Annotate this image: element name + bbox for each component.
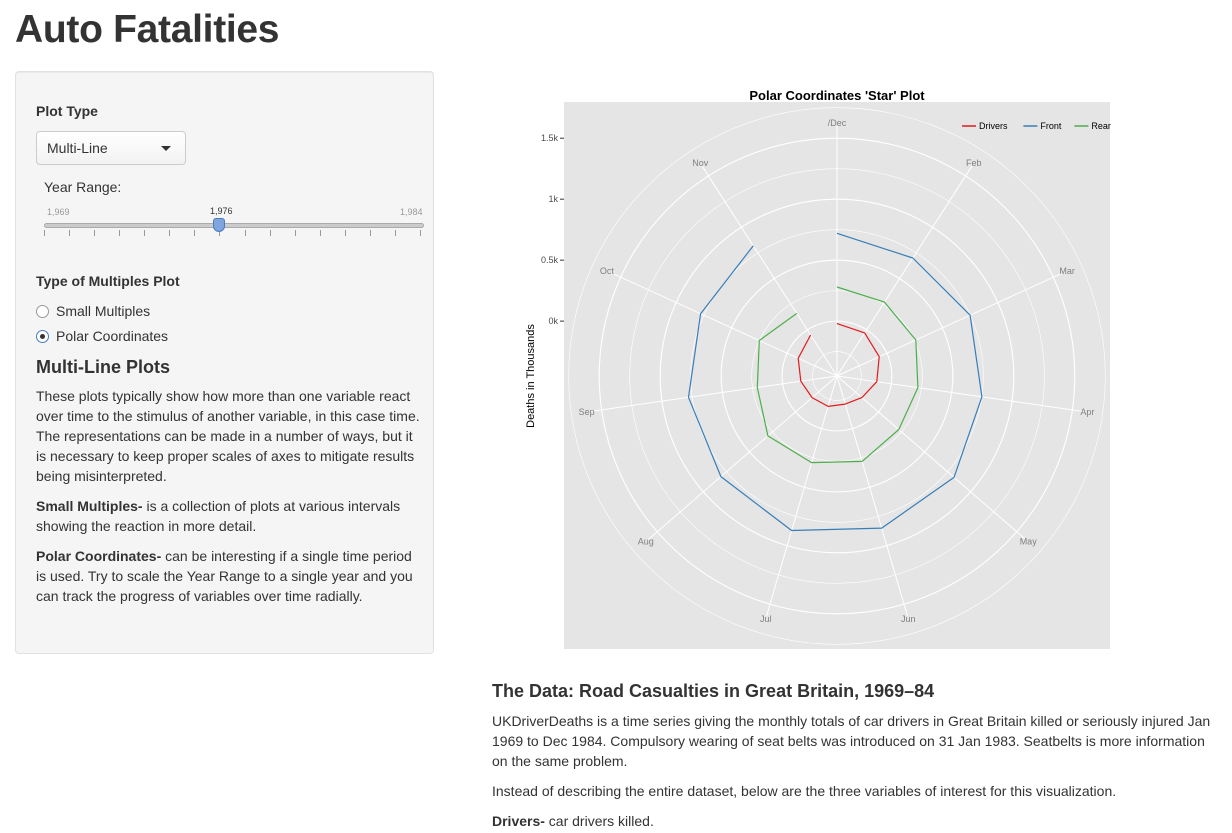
slider-tick <box>44 230 45 236</box>
slider-tick <box>94 230 96 236</box>
term-label: Drivers- <box>492 813 545 829</box>
y-tick-label: 0k <box>548 316 558 326</box>
y-ticks: 0k 0.5k 1k 1.5k <box>541 133 564 326</box>
y-tick-label: 1k <box>548 194 558 204</box>
category-label: Oct <box>600 266 615 276</box>
slider-tick <box>69 230 71 236</box>
legend: Drivers Front Rear <box>962 121 1111 131</box>
radio-label: Polar Coordinates <box>56 328 169 344</box>
category-label: Jul <box>760 614 772 624</box>
polar-coordinates-paragraph: Polar Coordinates- can be interesting if… <box>36 546 421 606</box>
chart-svg: Polar Coordinates 'Star' Plot Deaths in … <box>525 88 1111 649</box>
plot-type-label: Plot Type <box>36 103 98 119</box>
data-paragraph: UKDriverDeaths is a time series giving t… <box>492 713 1211 769</box>
radio-polar-coordinates[interactable]: Polar Coordinates <box>36 328 168 344</box>
grid-spoke <box>609 271 838 377</box>
slider-tick <box>369 230 371 236</box>
polar-star-chart: Polar Coordinates 'Star' Plot Deaths in … <box>520 80 1120 652</box>
category-label: Aug <box>638 537 654 547</box>
slider-tick <box>244 230 246 236</box>
small-multiples-paragraph: Small Multiples- is a collection of plot… <box>36 496 421 536</box>
legend-label: Rear <box>1091 121 1111 131</box>
term-description: can be interesting if a single time peri… <box>36 548 413 604</box>
drivers-definition: Drivers- car drivers killed. <box>492 811 1222 831</box>
term-label: Small Multiples- <box>36 498 143 514</box>
term-description: car drivers killed. <box>544 813 654 829</box>
category-label: Nov <box>692 158 709 168</box>
sidebar-panel: Plot Type Multi-Line Year Range: 1,969 1… <box>15 71 434 654</box>
polar-grid: /Dec Feb Mar Apr May Jun Jul Aug Sep Oct Nov <box>568 107 1106 645</box>
year-range-label: Year Range: <box>44 179 122 195</box>
category-label: Mar <box>1059 266 1075 276</box>
grid-spoke <box>766 375 838 617</box>
slider-tick <box>144 230 146 236</box>
radio-button-checked[interactable] <box>36 329 49 343</box>
grid-spoke <box>647 375 838 541</box>
legend-label: Front <box>1040 121 1062 131</box>
grid-spoke <box>836 271 1065 377</box>
grid-spoke <box>836 375 908 617</box>
radio-button-unchecked[interactable] <box>36 304 49 318</box>
slider-tick <box>344 230 346 236</box>
page-title: Auto Fatalities <box>15 8 280 51</box>
category-label: Feb <box>966 158 982 168</box>
slider-min-label: 1,969 <box>47 207 70 217</box>
slider-tick <box>420 230 421 236</box>
chart-title: Polar Coordinates 'Star' Plot <box>749 88 925 103</box>
radio-small-multiples[interactable]: Small Multiples <box>36 303 150 319</box>
series-line-drivers <box>797 323 880 407</box>
y-axis-label: Deaths in Thousands <box>525 324 537 428</box>
term-description: is a collection of plots at various inte… <box>36 498 401 534</box>
description-paragraph: These plots typically show how more than… <box>36 388 420 484</box>
plot-type-value: Multi-Line <box>47 140 108 156</box>
grid-spoke <box>701 165 838 377</box>
slider-tick <box>269 230 271 236</box>
grid-spoke <box>836 375 1027 541</box>
slider-value-label: 1,976 <box>210 206 233 216</box>
category-label: Sep <box>579 407 595 417</box>
term-label: Polar Coordinates- <box>36 548 162 564</box>
y-tick-label: 1.5k <box>541 133 559 143</box>
section-title: Multi-Line Plots <box>36 357 170 377</box>
category-label: May <box>1020 537 1038 547</box>
slider-tick <box>219 230 221 236</box>
grid-spoke <box>836 165 973 377</box>
slider-tick <box>194 230 196 236</box>
plot-type-select[interactable]: Multi-Line <box>36 131 186 165</box>
grid-ring <box>568 107 1106 645</box>
category-label: /Dec <box>828 118 847 128</box>
slider-handle[interactable] <box>213 218 226 232</box>
series-line-front <box>687 232 983 532</box>
data-section-title: The Data: Road Casualties in Great Brita… <box>492 681 935 701</box>
series-line-rear <box>756 286 919 464</box>
data-paragraph-2: Instead of describing the entire dataset… <box>492 783 1117 799</box>
grid-spoke <box>589 375 838 413</box>
slider-tick <box>294 230 296 236</box>
y-tick-label: 0.5k <box>541 255 559 265</box>
multiples-type-label: Type of Multiples Plot <box>36 273 180 289</box>
legend-label: Drivers <box>979 121 1008 131</box>
slider-ticks <box>44 230 424 238</box>
slider-tick <box>394 230 396 236</box>
year-range-slider[interactable] <box>44 223 424 228</box>
category-label: Apr <box>1080 407 1094 417</box>
slider-tick <box>169 230 171 236</box>
chevron-down-icon <box>161 146 171 151</box>
grid-spoke <box>836 375 1085 413</box>
slider-tick <box>119 230 121 236</box>
radio-label: Small Multiples <box>56 303 151 319</box>
series-lines <box>687 232 983 532</box>
slider-max-label: 1,984 <box>400 207 423 217</box>
category-label: Jun <box>901 614 916 624</box>
slider-tick <box>319 230 321 236</box>
